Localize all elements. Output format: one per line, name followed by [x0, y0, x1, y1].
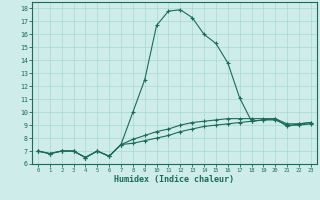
X-axis label: Humidex (Indice chaleur): Humidex (Indice chaleur) — [115, 175, 234, 184]
